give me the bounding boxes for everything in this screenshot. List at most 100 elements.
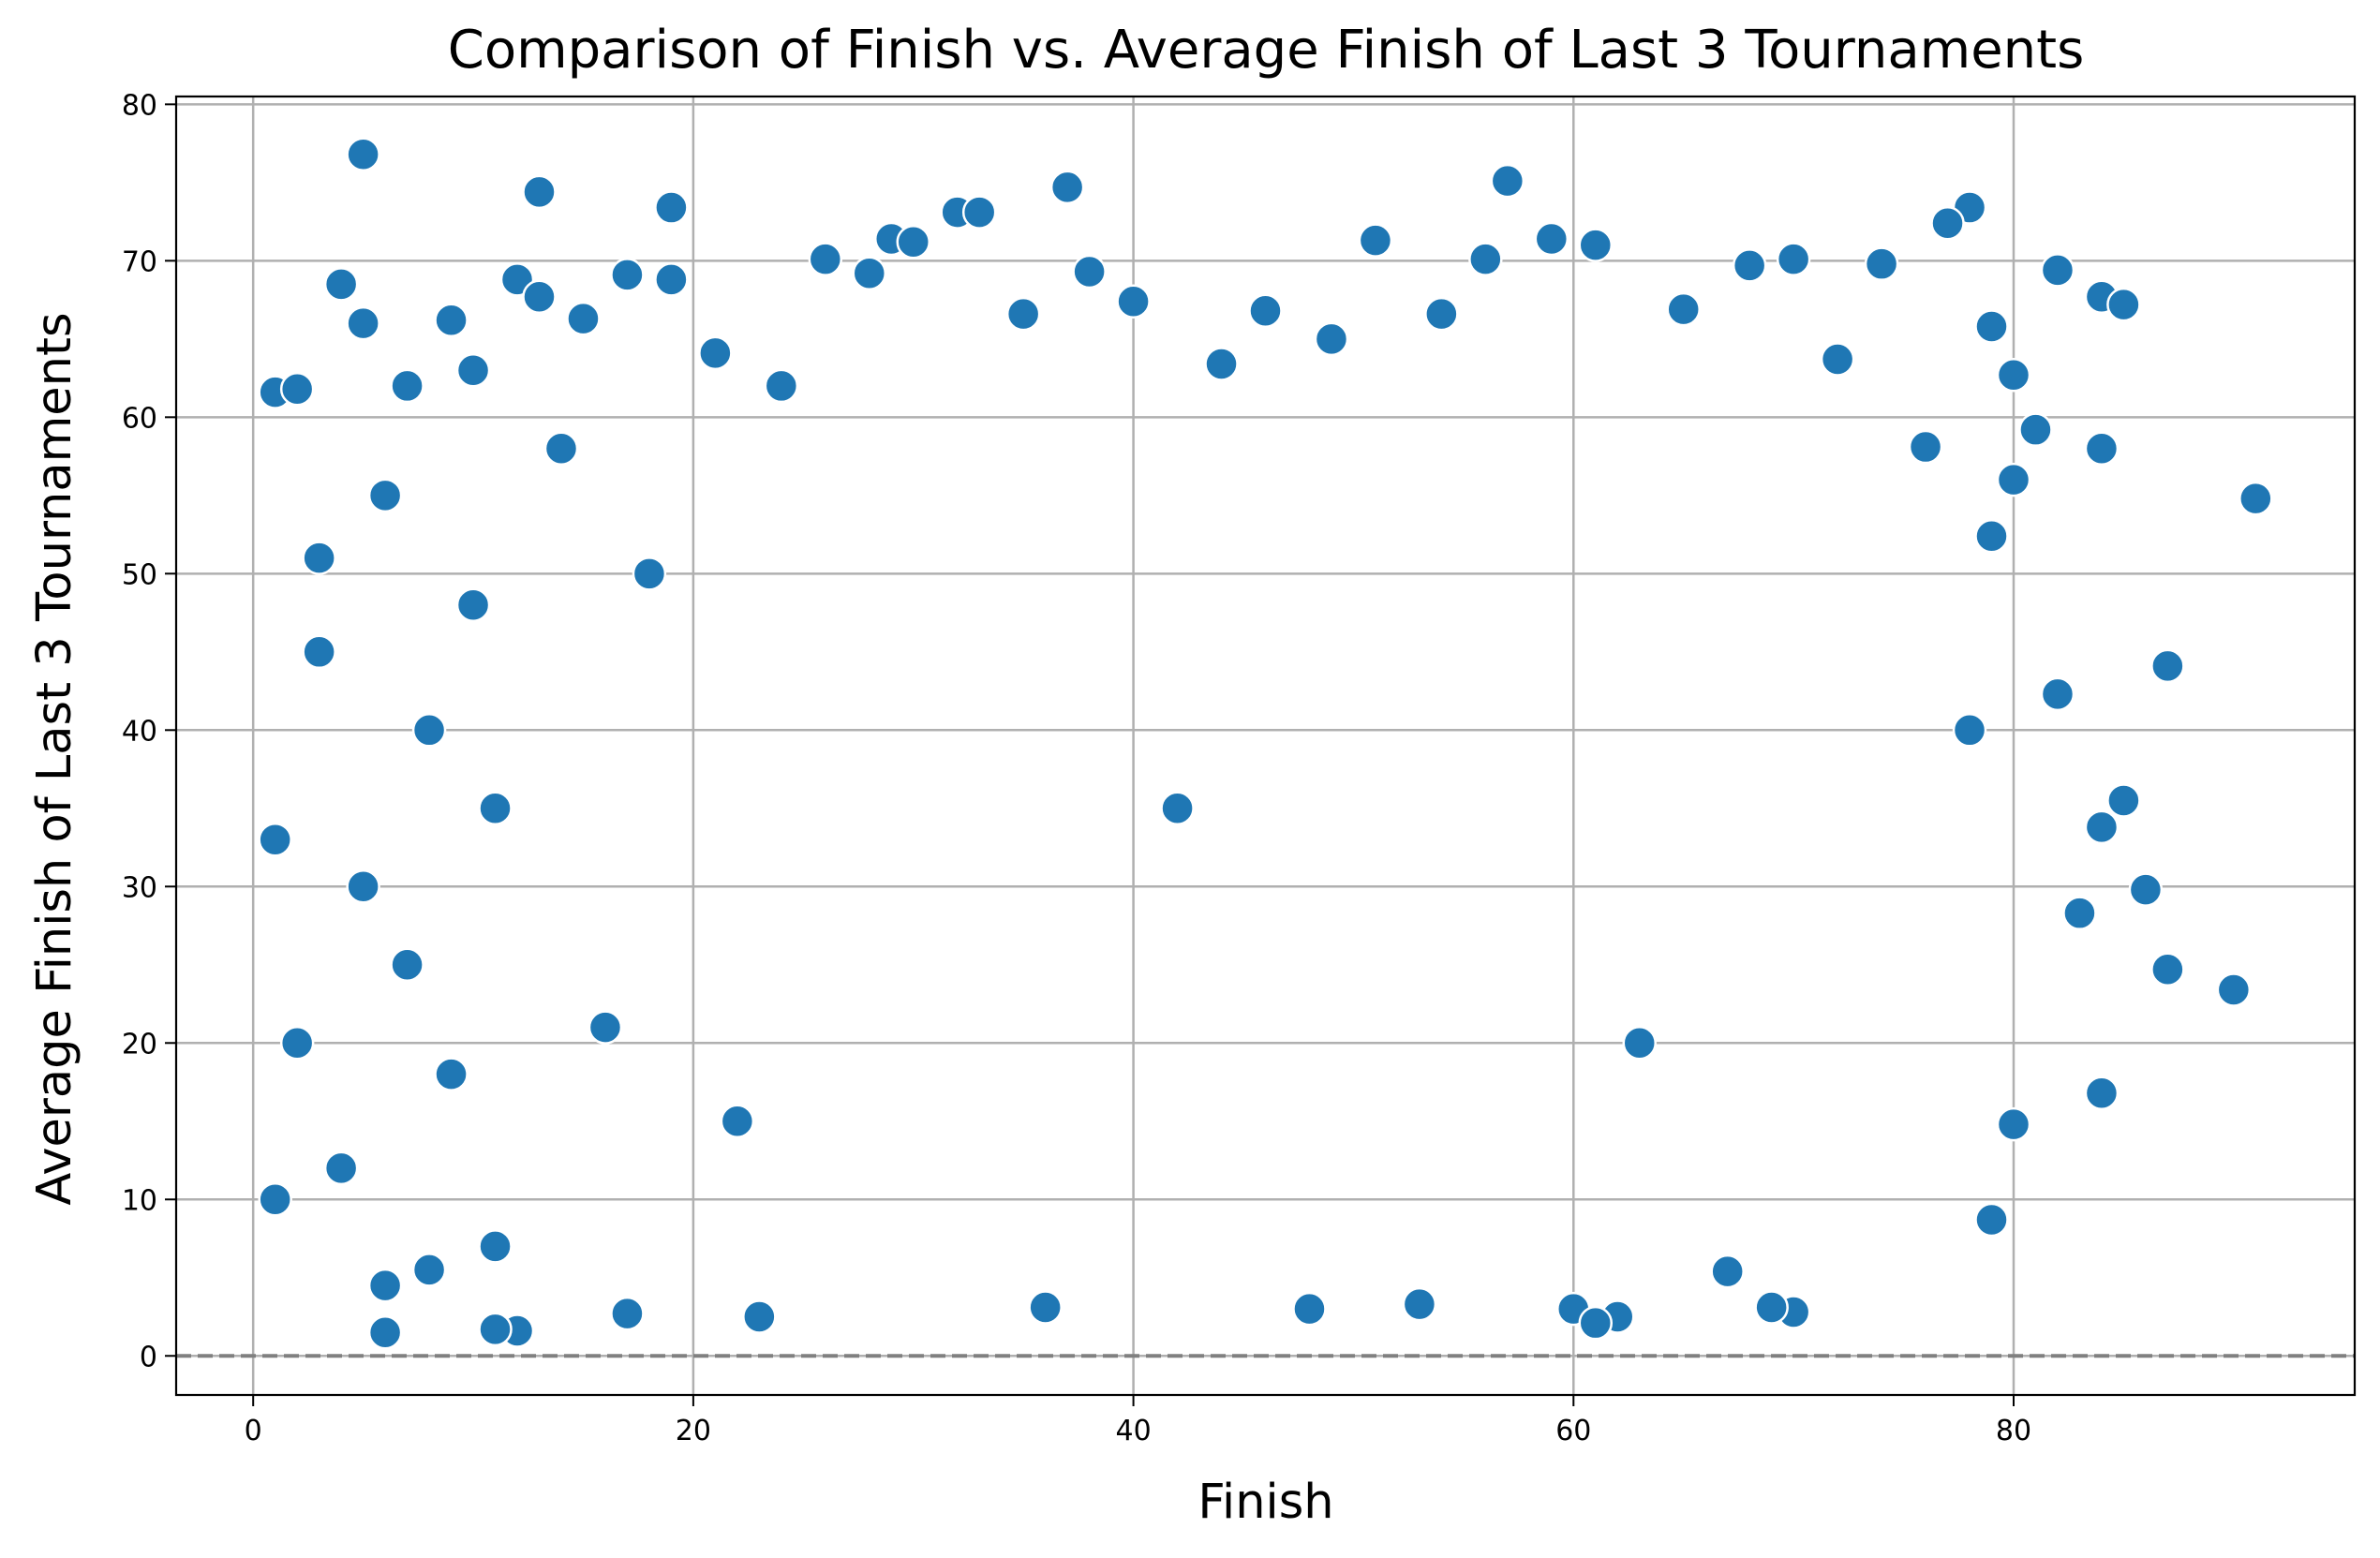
scatter-point xyxy=(2106,287,2141,322)
scatter-point xyxy=(566,301,601,336)
scatter-point xyxy=(852,256,887,290)
scatter-point xyxy=(522,174,557,210)
scatter-point xyxy=(1622,1026,1657,1061)
y-tick-label: 60 xyxy=(122,402,157,435)
scatter-point xyxy=(279,1026,315,1061)
y-tick-label: 50 xyxy=(122,558,157,591)
scatter-point xyxy=(2150,952,2185,987)
scatter-point xyxy=(720,1104,755,1139)
scatter-point xyxy=(808,242,843,276)
scatter-point xyxy=(455,352,491,388)
scatter-point xyxy=(1248,293,1283,329)
scatter-point xyxy=(764,368,799,404)
scatter-point xyxy=(2106,783,2141,818)
scatter-point xyxy=(390,947,424,983)
scatter-point xyxy=(543,431,579,466)
scatter-point xyxy=(1974,1202,2009,1238)
scatter-point xyxy=(390,368,424,404)
scatter-point xyxy=(323,1150,359,1186)
scatter-point xyxy=(896,225,930,260)
scatter-point xyxy=(1974,518,2009,554)
scatter-point xyxy=(1710,1254,1745,1289)
scatter-point xyxy=(302,634,336,670)
scatter-point xyxy=(1776,242,1811,276)
scatter-point xyxy=(411,713,447,748)
scatter-point xyxy=(2040,253,2075,288)
scatter-point xyxy=(478,791,513,826)
scatter-point xyxy=(1049,170,1085,205)
y-tick-label: 40 xyxy=(122,715,157,748)
scatter-point xyxy=(1908,429,1943,465)
scatter-point xyxy=(455,587,491,622)
y-tick-label: 20 xyxy=(122,1028,157,1061)
scatter-point xyxy=(1578,228,1614,262)
scatter-point xyxy=(654,190,689,225)
y-axis-label: Average Finish of Last 3 Tournaments xyxy=(27,312,82,1205)
scatter-point xyxy=(588,1010,623,1045)
y-tick-label: 10 xyxy=(122,1184,157,1217)
scatter-point xyxy=(2084,809,2120,845)
scatter-point xyxy=(367,1268,403,1303)
scatter-point xyxy=(1732,248,1767,283)
scatter-point xyxy=(478,1312,513,1347)
y-tick-label: 30 xyxy=(122,871,157,904)
scatter-point xyxy=(1996,1106,2031,1142)
scatter-point xyxy=(1974,309,2009,344)
scatter-point xyxy=(610,258,645,292)
scatter-point xyxy=(1314,321,1349,357)
x-axis-ticks: 0 20 40 60 80 xyxy=(245,1395,2031,1447)
scatter-point xyxy=(1358,223,1393,258)
scatter-point xyxy=(1204,347,1239,381)
scatter-point xyxy=(1666,291,1701,327)
scatter-point xyxy=(2128,872,2164,907)
x-tick-label: 80 xyxy=(1996,1415,2031,1447)
data-points xyxy=(258,137,2273,1350)
x-tick-label: 40 xyxy=(1115,1415,1151,1447)
scatter-point xyxy=(2040,676,2075,712)
scatter-point xyxy=(742,1299,777,1334)
scatter-point xyxy=(346,305,380,341)
scatter-point xyxy=(434,303,469,338)
scatter-point xyxy=(2216,972,2252,1007)
scatter-point xyxy=(1292,1291,1327,1327)
scatter-point xyxy=(1116,284,1151,319)
scatter-point xyxy=(1996,462,2031,497)
scatter-point xyxy=(346,869,380,904)
scatter-point xyxy=(1578,1305,1614,1341)
scatter-point xyxy=(654,262,689,297)
y-axis-ticks: 0 10 20 30 40 50 60 70 80 xyxy=(122,89,176,1373)
scatter-point xyxy=(411,1253,447,1287)
scatter-point xyxy=(1468,242,1503,276)
scatter-point xyxy=(522,279,557,314)
scatter-point xyxy=(1930,206,1965,241)
scatter-point xyxy=(1028,1290,1063,1325)
scatter-point xyxy=(367,1314,403,1350)
scatter-point xyxy=(1424,296,1459,332)
scatter-point xyxy=(2062,896,2097,930)
scatter-point xyxy=(1864,246,1899,281)
y-tick-label: 80 xyxy=(122,89,157,122)
scatter-point xyxy=(1402,1286,1437,1322)
scatter-point xyxy=(2150,648,2185,684)
scatter-point xyxy=(2084,1076,2120,1110)
scatter-point xyxy=(610,1296,645,1331)
scatter-point xyxy=(1820,342,1855,377)
x-tick-label: 20 xyxy=(676,1415,711,1447)
y-tick-label: 70 xyxy=(122,245,157,278)
scatter-point xyxy=(2018,412,2053,447)
scatter-point xyxy=(2084,431,2120,466)
chart-title: Comparison of Finish vs. Average Finish … xyxy=(448,20,2085,81)
scatter-point xyxy=(258,822,292,857)
plot-frame xyxy=(174,95,2357,1397)
x-tick-label: 60 xyxy=(1555,1415,1591,1447)
scatter-point xyxy=(2239,481,2273,516)
scatter-point xyxy=(1754,1290,1789,1325)
scatter-point xyxy=(258,1182,292,1217)
scatter-point xyxy=(434,1057,469,1091)
scatter-point xyxy=(478,1229,513,1264)
x-tick-label: 0 xyxy=(245,1415,262,1447)
scatter-point xyxy=(1005,296,1041,332)
scatter-point xyxy=(698,335,733,371)
